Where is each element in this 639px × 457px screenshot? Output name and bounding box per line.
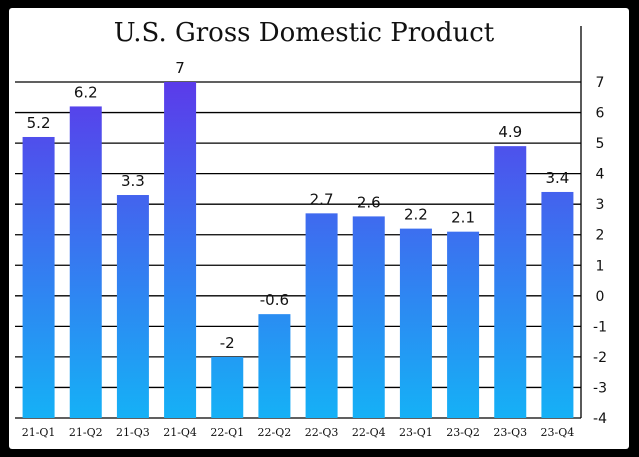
bar — [22, 136, 55, 418]
x-tick-label: 23-Q3 — [493, 426, 527, 439]
y-tick-label: -3 — [593, 380, 607, 396]
bar-value-label: 7 — [175, 59, 185, 77]
bar — [352, 216, 385, 418]
bar — [164, 82, 197, 418]
bar-value-label: -2 — [220, 334, 235, 352]
bar — [69, 106, 102, 418]
x-tick-label: 22-Q1 — [210, 426, 244, 439]
bar-value-label: -0.6 — [260, 291, 289, 309]
x-tick-label: 23-Q1 — [399, 426, 433, 439]
y-tick-label: 1 — [596, 258, 605, 274]
y-tick-label: -1 — [593, 319, 607, 335]
y-tick-label: 3 — [596, 197, 605, 213]
x-tick-label: 22-Q2 — [258, 426, 292, 439]
bar-value-label: 6.2 — [74, 83, 98, 101]
bar — [447, 231, 480, 418]
bar-value-label: 2.7 — [310, 190, 334, 208]
x-tick-label: 21-Q1 — [22, 426, 56, 439]
x-tick-label: 21-Q3 — [116, 426, 150, 439]
bar-value-label: 5.2 — [27, 114, 51, 132]
x-tick-label: 22-Q3 — [305, 426, 339, 439]
y-tick-label: 5 — [596, 136, 605, 152]
bar-value-label: 3.4 — [545, 169, 569, 187]
x-tick-label: 23-Q4 — [541, 426, 575, 439]
y-tick-label: 7 — [596, 75, 605, 91]
x-tick-label: 21-Q4 — [163, 426, 197, 439]
x-tick-label: 22-Q4 — [352, 426, 386, 439]
bar-value-label: 3.3 — [121, 172, 145, 190]
bar — [541, 191, 574, 418]
x-tick-label: 21-Q2 — [69, 426, 103, 439]
y-tick-label: -4 — [593, 411, 607, 427]
bar-value-label: 2.6 — [357, 193, 381, 211]
bar — [305, 213, 338, 418]
bar — [494, 146, 527, 419]
y-tick-label: 2 — [596, 228, 605, 244]
chart-title: U.S. Gross Domestic Product — [114, 18, 495, 48]
y-tick-label: -2 — [593, 350, 607, 366]
y-tick-label: 6 — [596, 106, 605, 122]
bar — [399, 228, 432, 418]
y-tick-label: 0 — [596, 289, 605, 305]
bar-value-label: 4.9 — [498, 123, 522, 141]
bar-value-label: 2.1 — [451, 209, 475, 227]
bar — [258, 314, 291, 418]
y-tick-label: 4 — [596, 167, 605, 183]
x-tick-label: 23-Q2 — [446, 426, 480, 439]
bar — [116, 195, 149, 418]
bar-value-label: 2.2 — [404, 206, 428, 224]
bar — [211, 356, 244, 418]
